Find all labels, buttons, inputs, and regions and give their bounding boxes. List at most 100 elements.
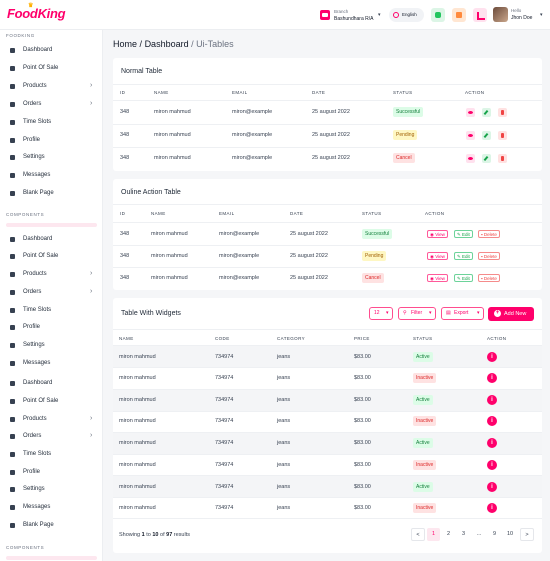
branch-label: Branch <box>334 9 349 14</box>
sidebar-item-settings[interactable]: Settings <box>6 340 97 352</box>
sidebar-item-products[interactable]: Products › <box>6 81 97 93</box>
sidebar-section-title: FOODKING <box>6 33 35 38</box>
delete-button[interactable]: ▪ Delete <box>478 230 500 238</box>
sidebar-item-blank-page[interactable]: Blank Page <box>6 188 97 200</box>
info-icon[interactable]: i <box>487 373 497 383</box>
pos-icon <box>10 254 15 259</box>
chevron-right-icon: › <box>90 415 93 422</box>
edit-button[interactable]: ✎ Edit <box>454 274 473 282</box>
sidebar-item-dashboard[interactable]: Dashboard <box>6 45 97 57</box>
info-icon[interactable]: i <box>487 395 497 405</box>
prev-page-button[interactable]: < <box>411 528 425 541</box>
store-icon <box>320 10 330 20</box>
pos-icon <box>10 399 15 404</box>
page-button[interactable]: 10 <box>506 531 514 537</box>
message-icon <box>10 173 15 178</box>
delete-icon[interactable] <box>498 108 507 117</box>
info-icon[interactable]: i <box>487 438 497 448</box>
view-button[interactable]: ◉ View <box>427 252 448 260</box>
page-button[interactable]: 3 <box>461 531 466 537</box>
sidebar-item-products[interactable]: Products › <box>6 414 97 426</box>
status-badge: Active <box>413 438 433 448</box>
sidebar-item-orders[interactable]: Orders › <box>6 287 97 299</box>
page-size-select[interactable]: 12 ▾ <box>369 307 393 320</box>
info-icon[interactable]: i <box>487 460 497 470</box>
edit-button[interactable]: ✎ Edit <box>454 252 473 260</box>
sidebar-item-profile[interactable]: Profile <box>6 135 97 147</box>
brand-logo[interactable]: FoodKing ♛ <box>7 3 66 21</box>
view-icon[interactable] <box>466 108 475 117</box>
page-button[interactable]: 1 <box>427 528 440 541</box>
top-header: FoodKing ♛ Branch Bashundhara R/A ▾ Engli… <box>0 0 550 30</box>
sidebar-item-messages[interactable]: Messages <box>6 170 97 182</box>
sidebar-item-profile[interactable]: Profile <box>6 322 97 334</box>
sidebar-item-messages[interactable]: Messages <box>6 358 97 370</box>
info-icon[interactable]: i <box>487 416 497 426</box>
sidebar-item-pos[interactable]: Point Of Sale <box>6 396 97 408</box>
edit-icon[interactable] <box>482 131 491 140</box>
user-icon <box>10 325 15 330</box>
sidebar-item-products[interactable]: Products › <box>6 269 97 281</box>
status-badge: Inactive <box>413 373 437 383</box>
info-icon[interactable]: i <box>487 503 497 513</box>
chart-button[interactable] <box>473 8 487 22</box>
edit-icon[interactable] <box>482 154 491 163</box>
add-new-button[interactable]: + Add New <box>488 307 534 321</box>
branch-selector[interactable]: Branch Bashundhara R/A ▾ <box>320 8 384 23</box>
user-name[interactable]: Jhon Doe <box>511 15 533 21</box>
delete-button[interactable]: ▪ Delete <box>478 274 500 282</box>
breadcrumb-home[interactable]: Home <box>113 39 138 49</box>
notification-button[interactable] <box>452 8 466 22</box>
status-badge: Inactive <box>413 460 437 470</box>
view-icon[interactable] <box>466 131 475 140</box>
avatar[interactable] <box>493 7 508 22</box>
sidebar-section-title: COMPONENTS <box>6 212 45 217</box>
edit-button[interactable]: ✎ Edit <box>454 230 473 238</box>
greeting-text: Hello <box>511 8 522 13</box>
sidebar-item-pos[interactable]: Point Of Sale <box>6 63 97 75</box>
sidebar-item-messages[interactable]: Messages <box>6 502 97 514</box>
delete-icon[interactable] <box>498 131 507 140</box>
sidebar-item-orders[interactable]: Orders › <box>6 431 97 443</box>
status-badge: Successful <box>393 107 424 117</box>
outline-table-card: Ouline Action Table ID NAME EMAIL DATE S… <box>113 179 542 290</box>
delete-icon[interactable] <box>498 154 507 163</box>
status-badge: Active <box>413 395 433 405</box>
info-icon[interactable]: i <box>487 352 497 362</box>
export-button[interactable]: ▤ Export ▾ <box>441 307 484 320</box>
filter-icon: ⚲ <box>403 310 407 316</box>
sidebar-item-dashboard[interactable]: Dashboard <box>6 378 97 390</box>
pos-button[interactable] <box>431 8 445 22</box>
section-divider <box>6 223 97 227</box>
card-title: Table With Widgets <box>121 310 181 317</box>
filter-button[interactable]: ⚲ Filter ▾ <box>398 307 436 320</box>
dashboard-icon <box>10 237 15 242</box>
status-badge: Active <box>413 482 433 492</box>
view-icon[interactable] <box>466 154 475 163</box>
sidebar-item-pos[interactable]: Point Of Sale <box>6 251 97 263</box>
page-button[interactable]: 2 <box>446 531 451 537</box>
info-icon[interactable]: i <box>487 482 497 492</box>
breadcrumb-dashboard[interactable]: Dashboard <box>144 39 189 49</box>
sidebar-item-blank-page[interactable]: Blank Page <box>6 520 97 532</box>
sidebar-item-orders[interactable]: Orders › <box>6 99 97 111</box>
sidebar-item-settings[interactable]: Settings <box>6 152 97 164</box>
sidebar-item-dashboard[interactable]: Dashboard <box>6 234 97 246</box>
products-icon <box>10 84 15 89</box>
page-ellipsis: ... <box>476 531 482 537</box>
sidebar-item-time-slots[interactable]: Time Slots <box>6 305 97 317</box>
sidebar: FOODKING Dashboard Point Of Sale Product… <box>0 30 103 561</box>
view-button[interactable]: ◉ View <box>427 230 448 238</box>
next-page-button[interactable]: > <box>520 528 534 541</box>
language-selector[interactable]: English <box>389 8 424 22</box>
sidebar-item-profile[interactable]: Profile <box>6 467 97 479</box>
chevron-down-icon[interactable]: ▾ <box>540 12 543 18</box>
view-button[interactable]: ◉ View <box>427 274 448 282</box>
sidebar-item-settings[interactable]: Settings <box>6 484 97 496</box>
edit-icon[interactable] <box>482 108 491 117</box>
page-button[interactable]: 9 <box>492 531 497 537</box>
plus-icon: + <box>494 310 501 317</box>
delete-button[interactable]: ▪ Delete <box>478 252 500 260</box>
sidebar-item-time-slots[interactable]: Time Slots <box>6 117 97 129</box>
sidebar-item-time-slots[interactable]: Time Slots <box>6 449 97 461</box>
